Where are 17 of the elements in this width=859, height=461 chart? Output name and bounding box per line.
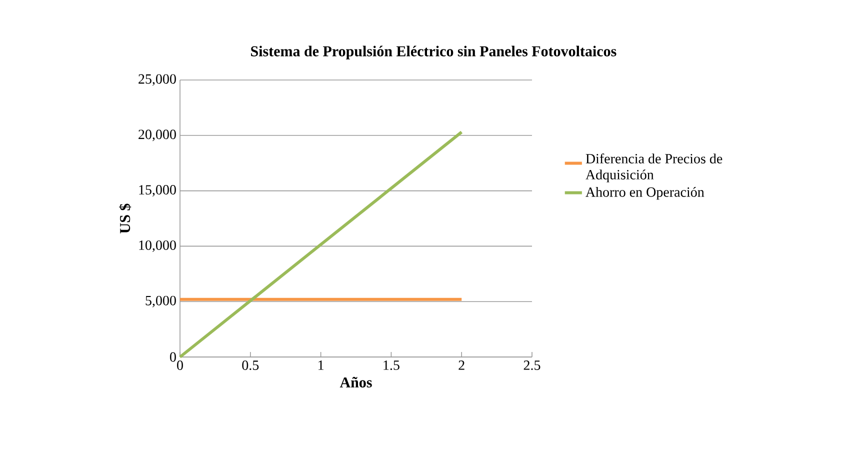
y-tick-label: 10,000 — [139, 240, 176, 252]
legend-label: Diferencia de Precios de Adquisición — [586, 153, 722, 182]
x-tick-label: 1.5 — [384, 360, 400, 370]
y-axis-title: US $ — [119, 204, 132, 234]
legend-label: Ahorro en Operación — [586, 186, 704, 200]
chart-title: Sistema de Propulsión Eléctrico sin Paneles Fotovoltaicos — [251, 46, 616, 60]
x-tick-label: 1 — [318, 360, 324, 370]
x-tick-label: 2 — [458, 360, 464, 370]
x-axis-title: Años — [340, 376, 372, 388]
y-tick-label: 15,000 — [139, 185, 176, 197]
x-tick-label: 2.5 — [524, 360, 540, 370]
y-tick-label: 0 — [170, 352, 176, 362]
x-tick-label: 0 — [177, 360, 183, 370]
x-tick-label: 0.5 — [242, 360, 259, 370]
y-tick-label: 5,000 — [146, 296, 176, 308]
y-tick-label: 20,000 — [138, 130, 176, 142]
y-tick-label: 25,000 — [138, 74, 176, 86]
